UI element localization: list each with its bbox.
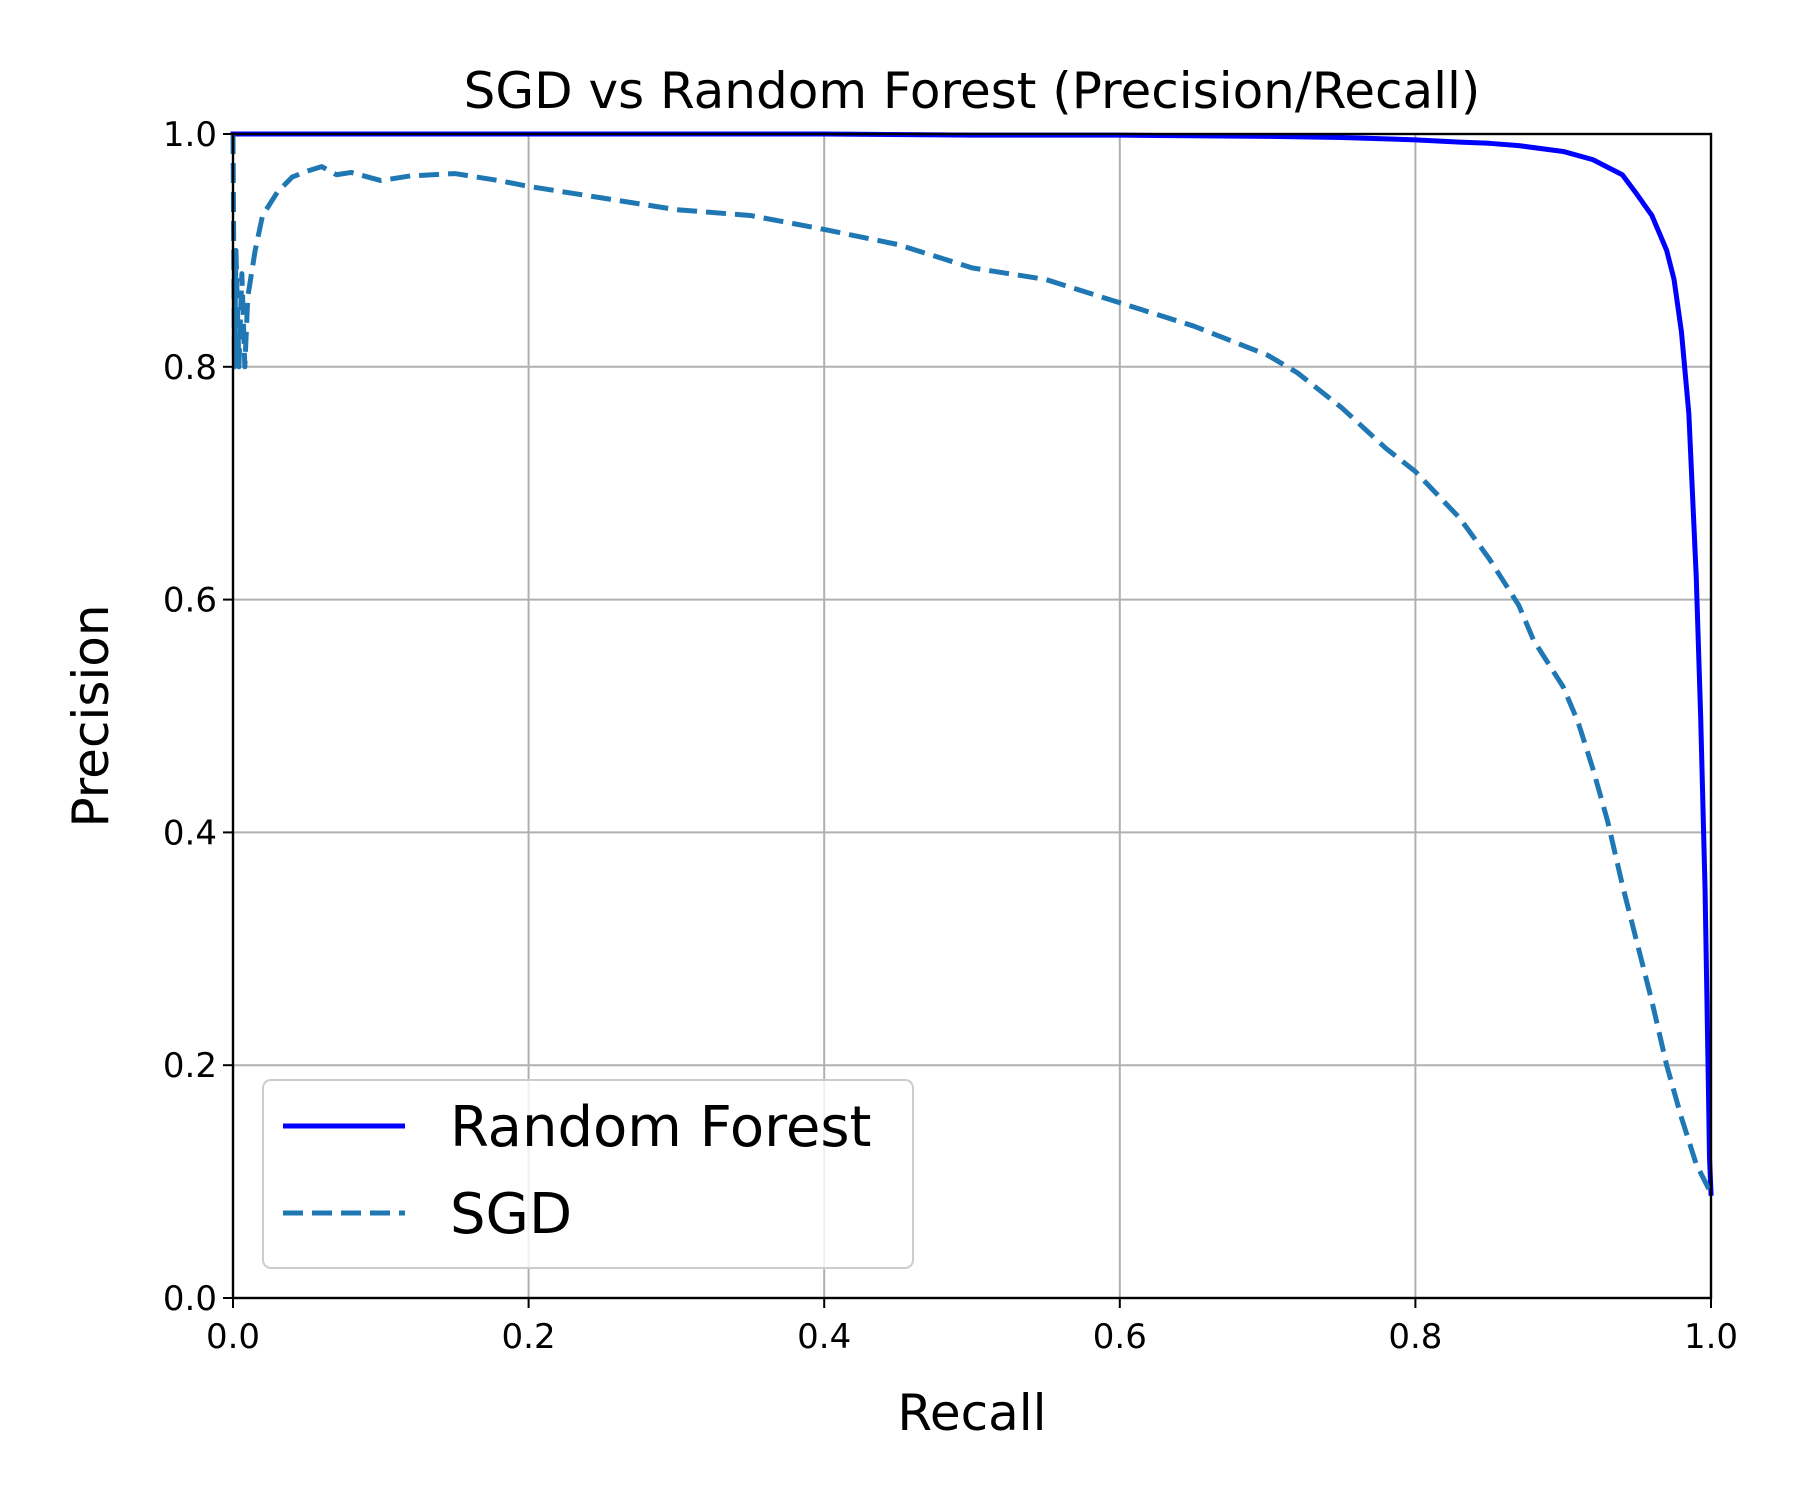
x-tick-label: 1.0 [1684, 1317, 1738, 1357]
x-axis-title: Recall [897, 1384, 1046, 1442]
y-tick-label: 1.0 [163, 115, 217, 155]
legend: Random Forest SGD [262, 1079, 914, 1269]
x-tick-label: 0.2 [502, 1317, 556, 1357]
chart-title: SGD vs Random Forest (Precision/Recall) [464, 62, 1481, 120]
x-tick-label: 0.4 [797, 1317, 851, 1357]
series-line-sgd [230, 133, 1714, 1195]
y-axis-title: Precision [62, 604, 120, 827]
y-tick-label: 0.4 [163, 813, 217, 853]
plot-frame [231, 132, 1713, 1300]
x-tick-label: 0.6 [1093, 1317, 1147, 1357]
y-tick-label: 0.6 [163, 581, 217, 621]
legend-box [262, 1079, 914, 1269]
y-tick-label: 0.2 [163, 1046, 217, 1086]
y-tick-label: 0.8 [163, 348, 217, 388]
y-tick-label: 0.0 [163, 1279, 217, 1319]
x-tick-label: 0.0 [206, 1317, 260, 1357]
legend-label-random-forest: Random Forest [450, 1095, 872, 1160]
axis-ticks: 0.0 0.2 0.4 0.6 0.8 1.0 0.0 0.2 0.4 0.6 0.8 1.0 [163, 115, 1738, 1357]
x-tick-label: 0.8 [1388, 1317, 1442, 1357]
legend-label-sgd: SGD [450, 1182, 572, 1247]
